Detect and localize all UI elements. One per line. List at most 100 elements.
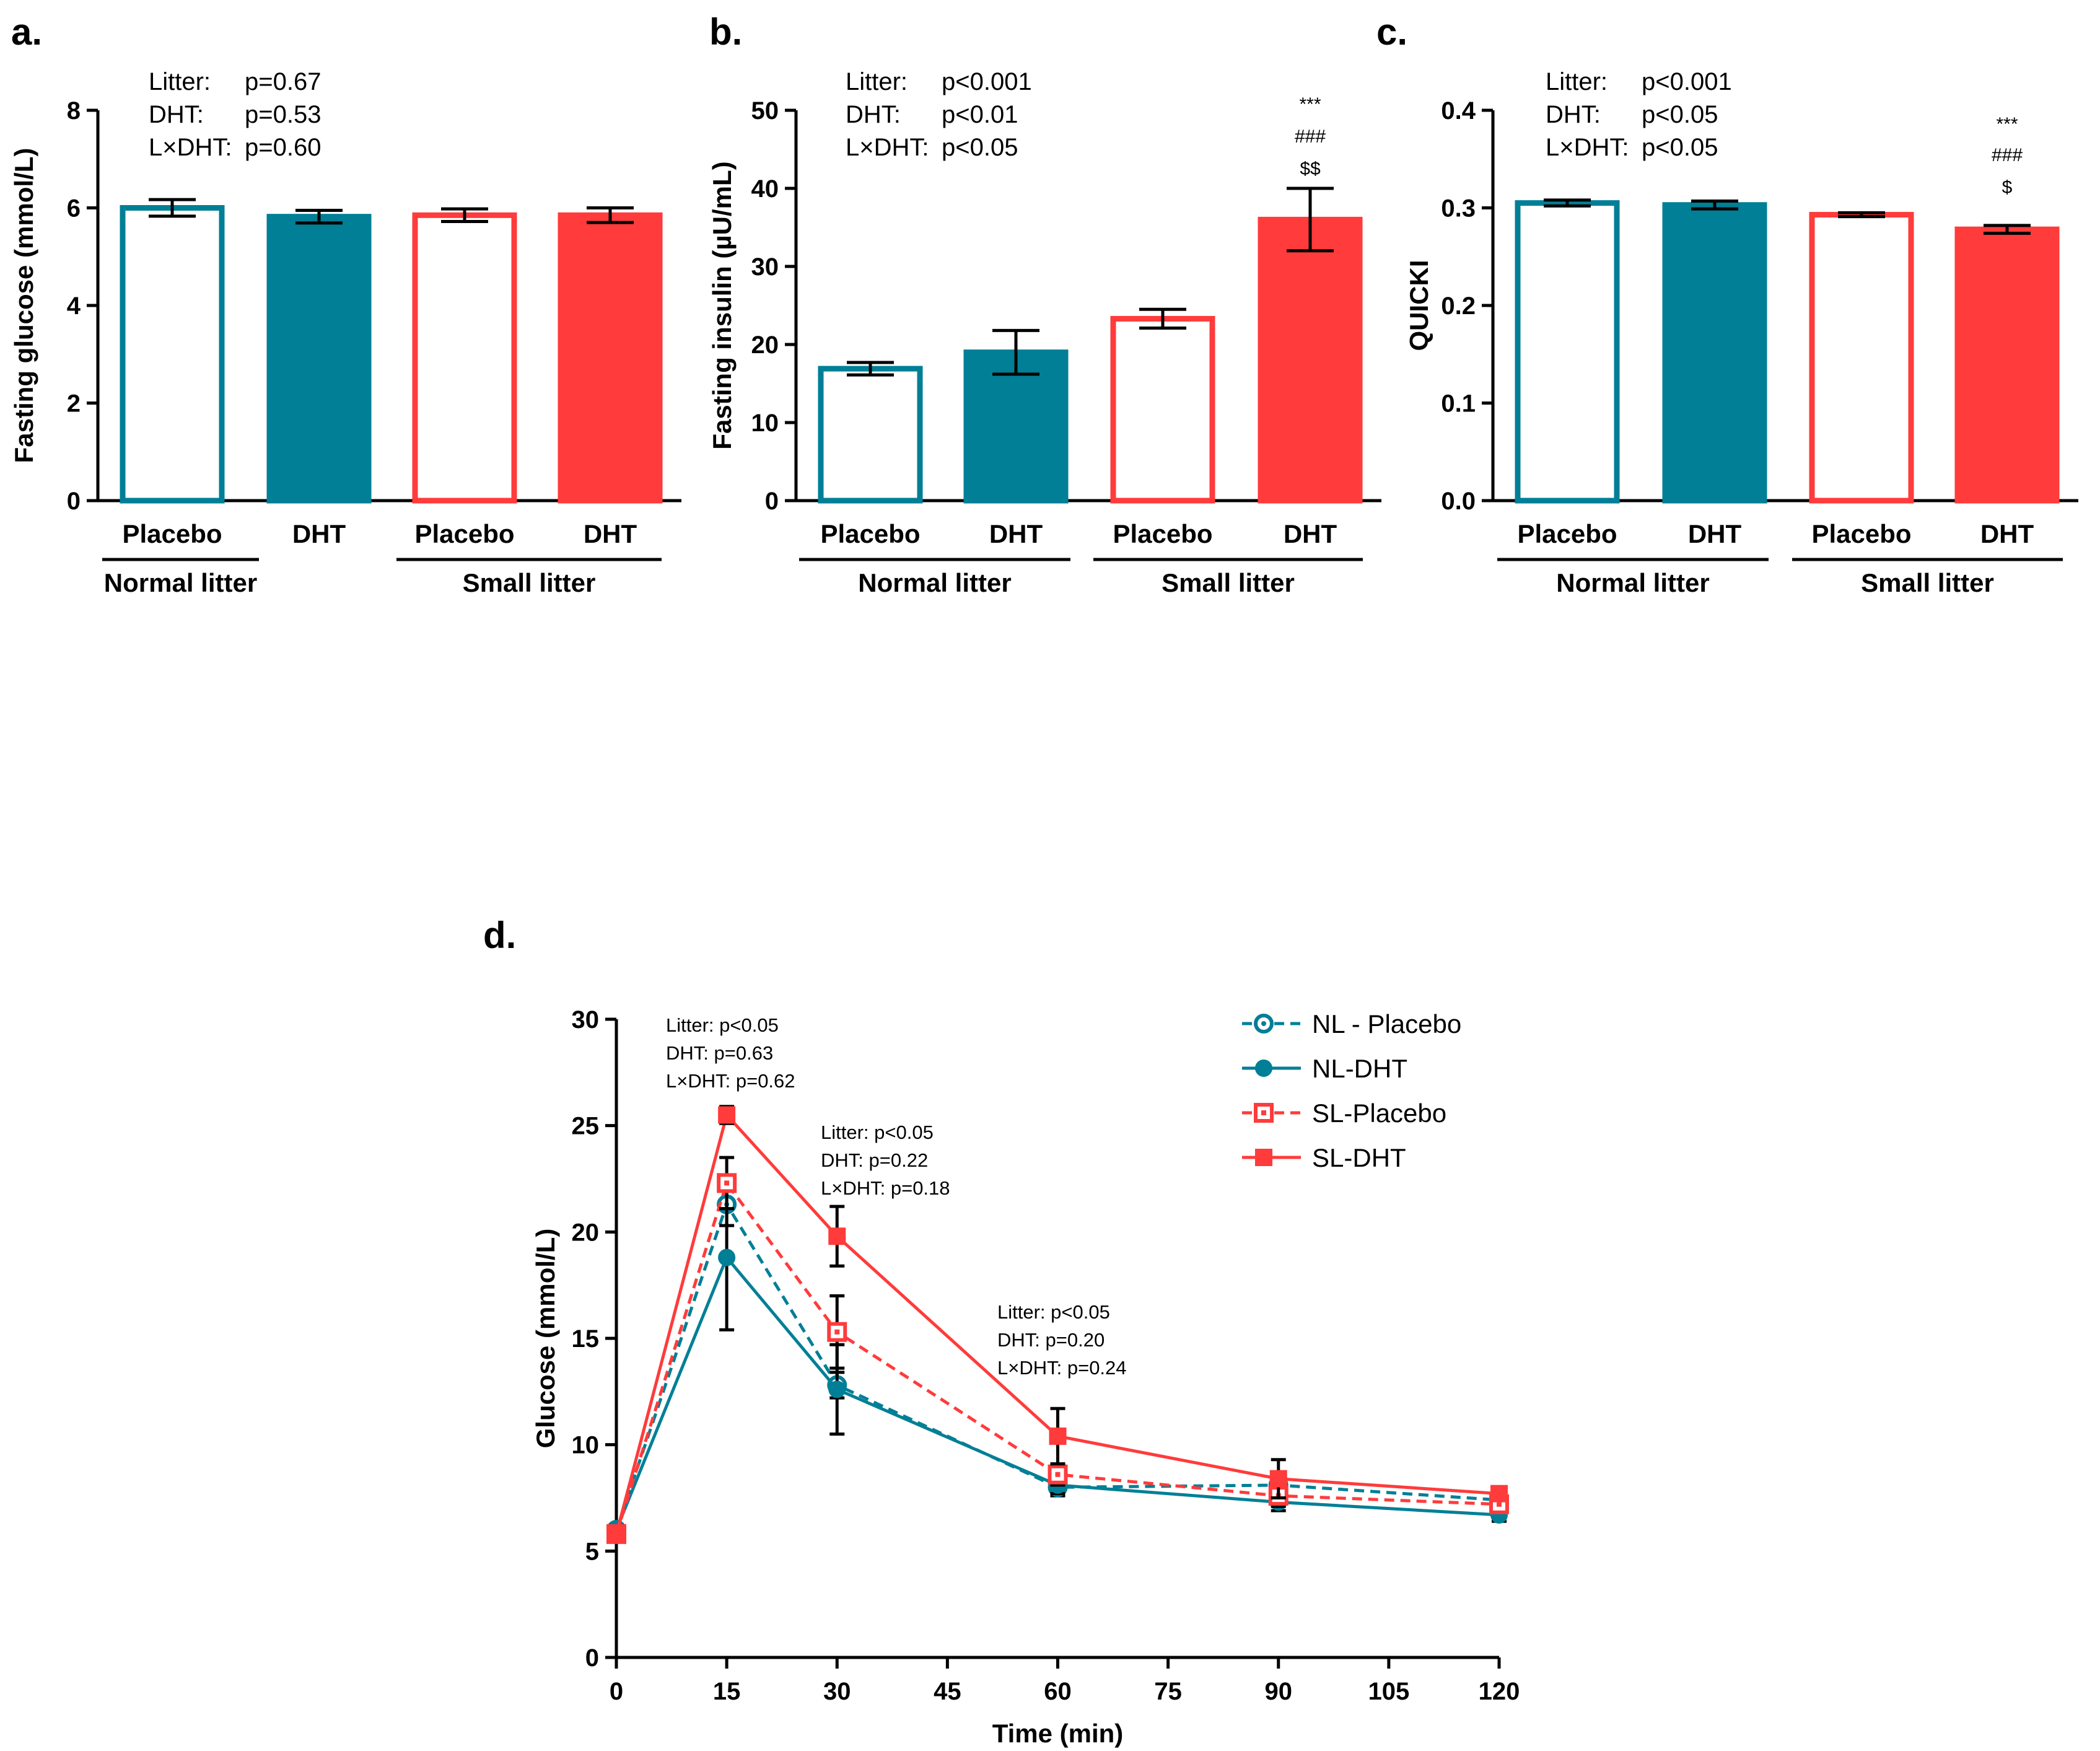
bar: [1515, 200, 1620, 504]
stats-label: L×DHT:: [1546, 134, 1629, 161]
legend-label: SL-Placebo: [1312, 1099, 1446, 1128]
category-label: DHT: [1980, 519, 2034, 548]
y-tick-label: 30: [572, 1006, 600, 1033]
bar: [266, 214, 372, 504]
group-label: Normal litter: [104, 568, 257, 597]
y-tick-label: 8: [67, 97, 81, 125]
group-label: Small litter: [1162, 568, 1295, 597]
stats-value: p<0.001: [1642, 68, 1732, 95]
y-tick-label: 50: [751, 97, 779, 125]
x-axis-title: Time (min): [992, 1719, 1124, 1748]
annotation-text: L×DHT: p=0.18: [821, 1177, 950, 1199]
y-tick-label: 15: [572, 1325, 600, 1353]
panel-c: c. 0.0 0.1 0.2 0.3 0.4 QUICKI Placebo DHT Placebo…: [1376, 11, 2078, 597]
x-tick-label: 105: [1368, 1678, 1410, 1705]
data-point: [1269, 1470, 1287, 1488]
significance-mark: ***: [1299, 94, 1321, 115]
data-point: [1049, 1427, 1067, 1445]
bar: [1662, 202, 1767, 504]
category-label: Placebo: [414, 519, 514, 548]
data-point-dot: [1497, 1501, 1502, 1507]
legend-label: SL-DHT: [1312, 1143, 1406, 1172]
group-label: Small litter: [1861, 568, 1994, 597]
category-label: Placebo: [1113, 519, 1212, 548]
annotation-text: L×DHT: p=0.24: [997, 1357, 1127, 1379]
data-point-dot: [1055, 1472, 1061, 1477]
annotation-text: DHT: p=0.20: [997, 1329, 1105, 1351]
y-axis-title: QUICKI: [1404, 260, 1433, 351]
x-tick-label: 30: [823, 1678, 851, 1705]
y-tick-label: 10: [572, 1432, 600, 1459]
x-tick-label: 15: [713, 1678, 741, 1705]
panel-d: d. 0 5 10 15 20 25 30 0 15 30 45 60 75 90 105 120 Glucose…: [483, 915, 1520, 1748]
data-point-dot: [834, 1329, 840, 1335]
stats-label: Litter:: [1546, 68, 1608, 95]
data-point-dot: [724, 1180, 730, 1186]
y-tick-label: 30: [751, 253, 779, 281]
category-label: Placebo: [1811, 519, 1911, 548]
bar: [1110, 315, 1215, 504]
data-point: [828, 1380, 846, 1398]
stats-label: Litter:: [149, 68, 211, 95]
legend-marker: [1255, 1060, 1272, 1077]
legend-label: NL - Placebo: [1312, 1009, 1461, 1038]
category-label: Placebo: [820, 519, 920, 548]
annotation-text: Litter: p<0.05: [997, 1301, 1110, 1323]
y-tick-label: 0.3: [1441, 195, 1476, 222]
stats-value: p<0.01: [942, 101, 1018, 128]
stats-value: p=0.60: [245, 134, 321, 161]
stats-label: DHT:: [149, 101, 204, 128]
legend: NL - Placebo NL-DHT SL-Placebo SL-DHT: [1242, 1009, 1461, 1172]
annotation-text: DHT: p=0.22: [821, 1149, 928, 1171]
stats-value: p<0.05: [1642, 134, 1718, 161]
significance-mark: ###: [1295, 126, 1326, 147]
category-label: Placebo: [1517, 519, 1617, 548]
stats-value: p<0.05: [942, 134, 1018, 161]
y-tick-label: 0: [765, 488, 779, 515]
panel-label: b.: [709, 11, 742, 53]
stats-label: L×DHT:: [846, 134, 929, 161]
y-tick-label: 6: [67, 195, 81, 222]
legend-marker-dot: [1261, 1110, 1266, 1115]
x-tick-label: 90: [1265, 1678, 1293, 1705]
bar: [1809, 212, 1914, 504]
group-label: Normal litter: [1556, 568, 1709, 597]
x-tick-label: 0: [610, 1678, 623, 1705]
y-tick-label: 0.4: [1441, 97, 1476, 125]
y-tick-label: 20: [751, 331, 779, 359]
panel-label: c.: [1376, 11, 1407, 53]
y-tick-label: 5: [585, 1538, 599, 1565]
data-point: [718, 1106, 736, 1124]
stats-value: p=0.67: [245, 68, 321, 95]
y-tick-label: 0: [585, 1644, 599, 1672]
legend-marker-dot: [1261, 1021, 1266, 1026]
data-point: [608, 1525, 625, 1543]
annotation-text: DHT: p=0.63: [666, 1042, 773, 1064]
y-axis-title: Glucose (mmol/L): [531, 1229, 560, 1449]
annotation-text: Litter: p<0.05: [821, 1121, 934, 1143]
x-tick-label: 120: [1479, 1678, 1520, 1705]
stats-value: p<0.001: [942, 68, 1032, 95]
panel-a: a. 0 2 4 6 8 Fasting glucose (mmol/L) Placebo DH…: [9, 11, 681, 597]
x-tick-label: 60: [1044, 1678, 1072, 1705]
category-label: DHT: [1284, 519, 1337, 548]
category-label: DHT: [1688, 519, 1742, 548]
legend-label: NL-DHT: [1312, 1054, 1407, 1083]
annotation-text: L×DHT: p=0.62: [666, 1070, 795, 1092]
stats-label: DHT:: [846, 101, 901, 128]
y-tick-label: 25: [572, 1113, 600, 1140]
y-tick-label: 0.2: [1441, 292, 1476, 320]
y-tick-label: 0.1: [1441, 390, 1476, 418]
y-tick-label: 2: [67, 390, 81, 418]
y-tick-label: 40: [751, 175, 779, 203]
bar: [412, 212, 517, 504]
bar: [120, 205, 225, 504]
significance-mark: ###: [1992, 145, 2023, 165]
x-tick-label: 75: [1154, 1678, 1182, 1705]
significance-mark: $$: [1300, 159, 1321, 179]
bar: [558, 212, 663, 504]
category-label: DHT: [584, 519, 637, 548]
bar: [1954, 226, 2060, 504]
stats-label: Litter:: [846, 68, 908, 95]
